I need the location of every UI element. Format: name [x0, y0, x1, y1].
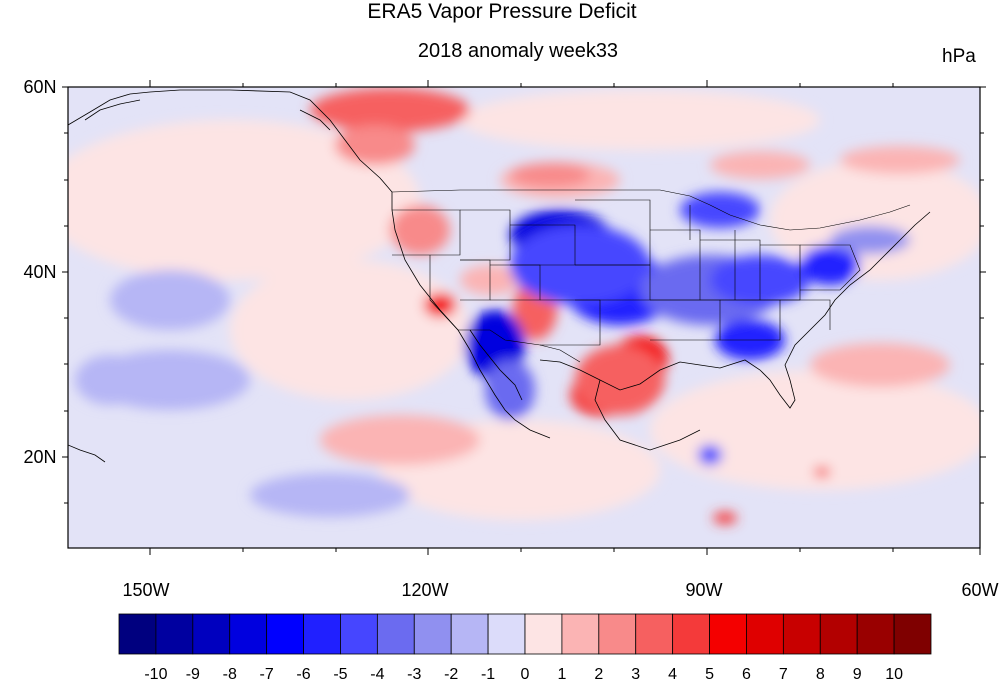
colorbar-swatch [819, 613, 858, 655]
colorbar-label: -3 [407, 666, 421, 681]
pink-region [710, 151, 810, 179]
lat-label-60n: 60N [23, 77, 56, 97]
blue-region [830, 226, 910, 254]
pink-region [460, 90, 820, 150]
lon-label-120w: 120W [401, 580, 448, 600]
red-region [335, 125, 415, 165]
lon-label-90w: 90W [685, 580, 722, 600]
colorbar-label: 2 [594, 666, 603, 681]
lon-label-150w: 150W [122, 580, 169, 600]
blue-region [698, 445, 722, 465]
colorbar-label: 5 [705, 666, 714, 681]
colorbar-label: -2 [444, 666, 458, 681]
red-region [424, 293, 456, 317]
colorbar-swatch [856, 613, 895, 655]
blue-region [250, 473, 410, 517]
colorbar-label: -8 [223, 666, 237, 681]
colorbar-label: 1 [557, 666, 566, 681]
axis-ticks [62, 80, 986, 555]
colorbar-label: -10 [144, 666, 167, 681]
colorbar-swatch [266, 613, 304, 655]
colorbar-swatch [118, 613, 157, 655]
colorbar-swatch [376, 613, 415, 655]
colorbar-label: 7 [779, 666, 788, 681]
red-region [310, 88, 470, 132]
pink-region [68, 120, 420, 280]
red-region [713, 512, 737, 524]
colorbar-label: 8 [816, 666, 825, 681]
colorbar: -10 -9 -8 -7 -6 -5 -4 -3 -2 -1 0 1 2 3 4 5 6 7 8 9 10 [118, 613, 932, 681]
lon-label-60w: 60W [961, 580, 998, 600]
map-subtitle: 2018 anomaly week33 [417, 40, 619, 62]
blue-region [110, 270, 230, 330]
colorbar-swatch [709, 613, 747, 655]
state-borders [391, 189, 911, 363]
colorbar-swatch [303, 613, 341, 655]
colorbar-swatch [155, 613, 194, 655]
pink-region [810, 343, 950, 387]
colorbar-swatch [893, 613, 932, 655]
colorbar-label: -7 [260, 666, 274, 681]
colorbar-label: -5 [333, 666, 347, 681]
red-region [510, 163, 590, 187]
vpd-anomaly-field [68, 87, 980, 548]
colorbar-swatch [746, 613, 784, 655]
colorbar-swatch [561, 613, 600, 655]
map-title: ERA5 Vapor Pressure Deficit [367, 0, 637, 23]
colorbar-label: 6 [742, 666, 751, 681]
field-regions [68, 88, 980, 524]
colorbar-swatch [524, 613, 563, 655]
colorbar-swatch [340, 613, 378, 655]
red-region [575, 345, 665, 415]
colorbar-label: 3 [631, 666, 640, 681]
colorbar-swatch [413, 613, 452, 655]
colorbar-swatch [782, 613, 821, 655]
colorbar-label: -4 [370, 666, 384, 681]
colorbar-swatch [635, 613, 674, 655]
colorbar-swatch [598, 613, 637, 655]
pink-region [320, 415, 480, 465]
colorbar-label: 4 [668, 666, 677, 681]
blue-region [485, 360, 535, 420]
colorbar-label: 9 [853, 666, 862, 681]
lat-label-40n: 40N [23, 262, 56, 282]
colorbar-swatch [487, 613, 526, 655]
pink-region [840, 146, 960, 174]
units-label: hPa [942, 46, 976, 67]
colorbar-swatch [450, 613, 489, 655]
colorbar-label: -9 [186, 666, 200, 681]
colorbar-label: 10 [885, 666, 903, 681]
lon-labels: 150W 120W 90W 60W [122, 580, 998, 600]
lat-labels: 60N 40N 20N [23, 77, 56, 467]
red-region [814, 467, 830, 477]
pink-region [230, 260, 470, 400]
blue-region [800, 245, 860, 285]
blue-region [75, 355, 145, 405]
colorbar-swatch [672, 613, 710, 655]
pink-region [650, 370, 980, 490]
lat-label-20n: 20N [23, 447, 56, 467]
red-region [390, 205, 450, 255]
colorbar-swatch [229, 613, 268, 655]
colorbar-label: 0 [521, 666, 530, 681]
colorbar-label: -6 [296, 666, 310, 681]
colorbar-label: -1 [481, 666, 495, 681]
colorbar-swatch [192, 613, 231, 655]
